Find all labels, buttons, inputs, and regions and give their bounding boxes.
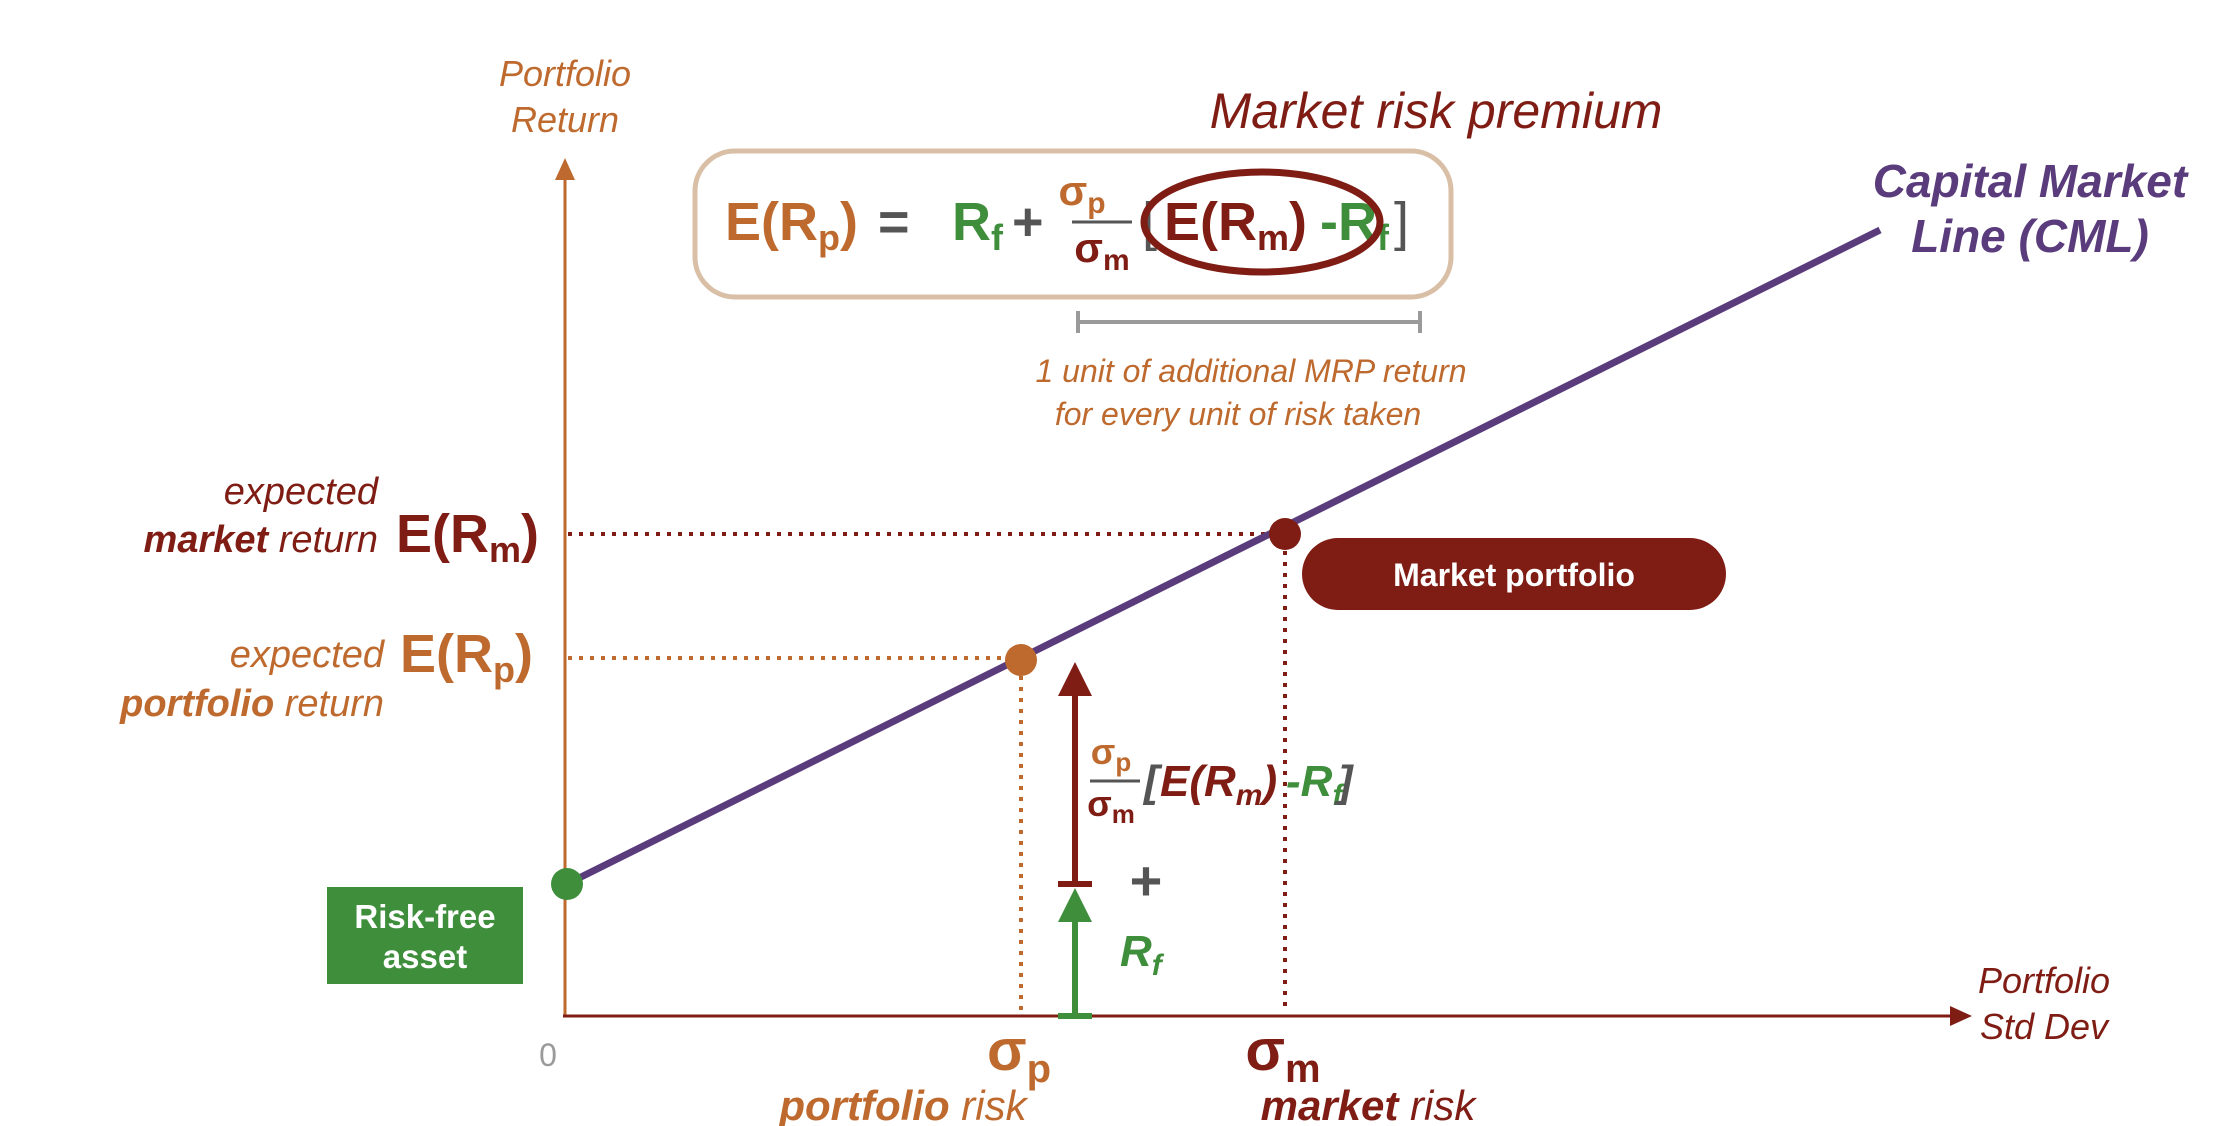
sigma-m-label: σm xyxy=(1245,1018,1320,1091)
x-axis-label-line2: Std Dev xyxy=(1980,1006,2110,1047)
market-portfolio-pill-text: Market portfolio xyxy=(1393,557,1635,593)
decomp-rf: Rf xyxy=(1120,927,1165,982)
market-risk-premium-title: Market risk premium xyxy=(1210,83,1663,139)
risk-free-arrowhead xyxy=(1058,888,1092,922)
formula-erm: E(Rm) xyxy=(1164,192,1307,258)
capital-market-line xyxy=(565,226,1882,888)
market-return-label-line1: expected xyxy=(224,471,380,513)
decomp-plus: + xyxy=(1130,849,1163,912)
decomp-close-bracket: ] xyxy=(1334,757,1354,806)
formula-close-bracket: ] xyxy=(1394,192,1409,252)
formula-lhs: E(Rp) xyxy=(725,192,858,258)
x-axis-label-line1: Portfolio xyxy=(1978,960,2110,1001)
formula-rf: Rf xyxy=(952,192,1004,258)
x-axis-arrowhead xyxy=(1950,1006,1972,1026)
sigma-p-label: σp xyxy=(987,1018,1051,1091)
formula-sigma-m: σm xyxy=(1074,224,1129,277)
y-axis-label-line1: Portfolio xyxy=(499,53,631,94)
risk-free-point xyxy=(551,868,583,900)
portfolio-point xyxy=(1005,644,1037,676)
decomp-minus-rf: -Rf xyxy=(1286,757,1345,812)
y-axis-arrowhead xyxy=(555,158,575,180)
decomp-sigma-m: σm xyxy=(1087,783,1135,829)
market-return-label-line2: market return xyxy=(144,519,378,561)
risk-free-asset-box xyxy=(327,887,523,984)
portfolio-risk-label: portfolio risk xyxy=(778,1082,1028,1126)
market-risk-label: market risk xyxy=(1261,1082,1478,1126)
formula-box xyxy=(692,148,1454,300)
decomp-erm: E(Rm) xyxy=(1160,757,1277,812)
origin-label: 0 xyxy=(539,1037,557,1073)
formula-plus: + xyxy=(1012,192,1044,252)
mrp-note-line2: for every unit of risk taken xyxy=(1055,396,1421,432)
market-return-symbol: E(Rm) xyxy=(396,504,539,570)
risk-free-asset-line2: asset xyxy=(383,938,467,975)
decomp-open-bracket: [ xyxy=(1142,757,1163,806)
portfolio-return-label-line2: portfolio return xyxy=(119,683,384,725)
mrp-note-line1: 1 unit of additional MRP return xyxy=(1035,353,1466,389)
portfolio-return-label-line1: expected xyxy=(230,634,386,676)
formula-sigma-p: σp xyxy=(1058,167,1105,220)
mrp-highlight-ellipse xyxy=(1140,168,1384,276)
portfolio-return-symbol: E(Rp) xyxy=(400,624,533,690)
y-axis-label-line2: Return xyxy=(511,99,619,140)
cml-label-line2: Line (CML) xyxy=(1911,210,2149,262)
decomp-sigma-p: σp xyxy=(1091,731,1132,777)
risk-premium-arrowhead xyxy=(1058,662,1092,696)
cml-label-line1: Capital Market xyxy=(1873,155,2189,207)
formula-equals: = xyxy=(878,192,910,252)
risk-free-asset-line1: Risk-free xyxy=(354,898,495,935)
market-portfolio-point xyxy=(1269,518,1301,550)
market-portfolio-pill xyxy=(1302,538,1726,610)
